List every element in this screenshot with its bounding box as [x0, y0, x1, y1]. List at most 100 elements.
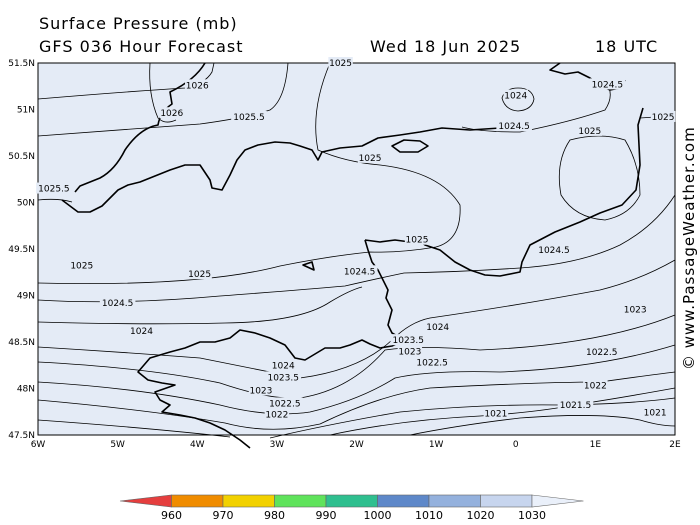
longitude-label: 1E: [590, 440, 602, 450]
isobar-label-background: [69, 259, 94, 271]
latitude-label: 48.5N: [8, 338, 35, 348]
isobar-label-background: [536, 243, 572, 255]
isobar-label: 1023: [624, 305, 647, 315]
isobar-label: 1024.5: [538, 246, 570, 256]
isobar-label: 1024.5: [344, 267, 376, 277]
latitude-label: 48N: [17, 385, 35, 395]
map-background: [38, 63, 675, 435]
isobar-label: 1024: [426, 323, 449, 333]
isobar-label-background: [503, 89, 528, 101]
isobar-label: 1021: [644, 409, 667, 419]
isobar-label: 1024.5: [498, 122, 530, 132]
isobar-label-background: [341, 265, 378, 277]
isobar-label-background: [577, 124, 603, 136]
isobar-label: 1023: [249, 386, 272, 396]
isobars: [37, 62, 676, 439]
coastline-isle-of-wight: [391, 139, 429, 153]
isobar-label-background: [583, 346, 620, 358]
longitude-label: 6W: [31, 440, 46, 450]
map-frame: [37, 62, 676, 436]
forecast-time: 18 UTC: [595, 37, 659, 56]
isobar-label: 1025: [329, 59, 352, 69]
isobar-label: 1022.5: [269, 399, 301, 409]
isobar-label-background: [248, 384, 274, 396]
isobar-label-background: [328, 57, 353, 68]
isobar-label-background: [357, 151, 383, 163]
isobar-label-background: [36, 182, 72, 194]
isobar-label: 1025: [70, 262, 93, 272]
isobar-label-background: [583, 379, 608, 391]
coastline-cotentin: [137, 239, 405, 449]
isobar-label: 1025: [652, 113, 675, 123]
longitude-label: 2W: [349, 440, 364, 450]
isobar-label: 1024.5: [592, 80, 624, 90]
longitude-label: 1W: [429, 440, 444, 450]
isobar-1024-5-brittany: [37, 286, 363, 325]
isobar-label-background: [99, 296, 136, 308]
colorbar-segment: [480, 494, 533, 508]
isobar-1025-east-closed: [558, 135, 641, 221]
isobar-label-background: [185, 79, 210, 91]
isobar-label-background: [622, 303, 648, 315]
color-scale-bar: 960 970 980 990 1000 1010 1020 1030: [119, 494, 584, 522]
isobar-label-background: [425, 321, 450, 333]
colorbar-label: 1010: [415, 509, 443, 522]
colorbar-label: 970: [213, 509, 234, 522]
isobar-label: 1022.5: [586, 348, 618, 358]
colorbar-segment: [325, 494, 378, 508]
isobar-label: 1024.5: [102, 299, 134, 309]
isobar-label: 1025: [188, 270, 211, 280]
isobar-label-background: [265, 371, 302, 383]
colorbar-label: 1020: [467, 509, 495, 522]
colorbar-segment: [171, 494, 224, 508]
forecast-subtitle: GFS 036 Hour Forecast: [39, 37, 244, 56]
isobar-label-background: [483, 407, 509, 419]
isobar-label: 1026: [160, 109, 183, 119]
latitude-label: 51N: [17, 106, 35, 116]
isobar-label-background: [404, 233, 430, 245]
isobar-1024-low: [501, 87, 535, 112]
isobar-label: 1021.5: [560, 401, 592, 411]
isobar-label-background: [397, 345, 423, 357]
isobar-label: 1025.5: [38, 185, 70, 195]
colorbar-segment: [428, 494, 481, 508]
longitude-label: 3W: [270, 440, 285, 450]
colorbar-segment: [531, 494, 584, 508]
isobar-label: 1025: [406, 236, 429, 246]
isobar-1021-5: [329, 387, 676, 436]
isobar-1023: [37, 344, 676, 415]
isobar-label: 1025.5: [233, 113, 265, 123]
forecast-date: Wed 18 Jun 2025: [370, 37, 522, 56]
longitude-label: 0: [513, 440, 519, 450]
isobar-label-background: [650, 110, 676, 122]
isobar-label-background: [159, 107, 184, 119]
isobar-label-background: [642, 406, 668, 418]
colorbar-segment: [274, 494, 327, 508]
isobar-label-background: [414, 356, 450, 368]
isobar-label: 1024: [130, 327, 153, 337]
isobar-1024: [37, 259, 676, 379]
isobar-label: 1021: [484, 410, 507, 420]
latitude-label: 49.5N: [8, 245, 35, 255]
isobar-label-background: [187, 268, 212, 280]
isobar-1021: [409, 415, 676, 436]
isobar-label-background: [496, 120, 532, 132]
longitude-label: 2E: [669, 440, 681, 450]
isobar-label: 1025: [359, 154, 382, 164]
isobar-1023-5: [37, 314, 676, 399]
colorbar-label: 960: [161, 509, 182, 522]
isobar-label-background: [589, 78, 626, 90]
latitude-label: 47.5N: [8, 431, 35, 441]
isobar-1024-5-east: [461, 81, 611, 133]
isobar-label: 1022: [265, 411, 288, 421]
latitude-label: 50N: [17, 199, 35, 209]
isobar-1026-inner: [149, 62, 177, 123]
colorbar-label: 1030: [518, 509, 546, 522]
isobar-label-background: [267, 397, 303, 409]
isobar-labels: 1025 1026 1026 1025.5 1025 1025.5 1024 1024.5 10…: [36, 57, 676, 421]
isobar-label-background: [129, 324, 154, 336]
isobar-1025-5: [37, 62, 289, 137]
isobar-label: 1026: [186, 81, 209, 91]
colorbar-segment: [377, 494, 430, 508]
